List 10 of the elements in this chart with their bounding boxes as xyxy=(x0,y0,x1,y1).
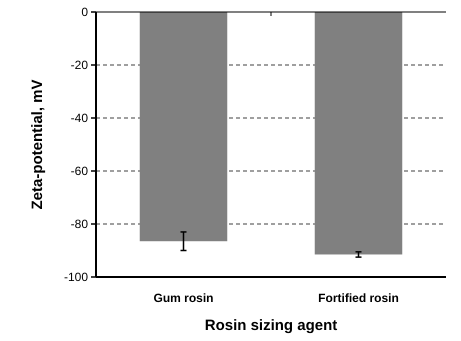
y-tick-label: -80 xyxy=(70,217,88,232)
y-tick-label: -100 xyxy=(64,270,88,284)
y-axis-title: Zeta-potential, mV xyxy=(29,79,46,210)
y-tick-label: -60 xyxy=(70,164,88,178)
x-tick-label: Fortified rosin xyxy=(318,291,399,305)
y-tick-label: -20 xyxy=(70,58,88,72)
x-tick-label: Gum rosin xyxy=(153,291,214,305)
y-tick-label: 0 xyxy=(81,5,88,20)
y-tick-label: -40 xyxy=(70,111,88,126)
x-axis-title: Rosin sizing agent xyxy=(204,317,338,334)
